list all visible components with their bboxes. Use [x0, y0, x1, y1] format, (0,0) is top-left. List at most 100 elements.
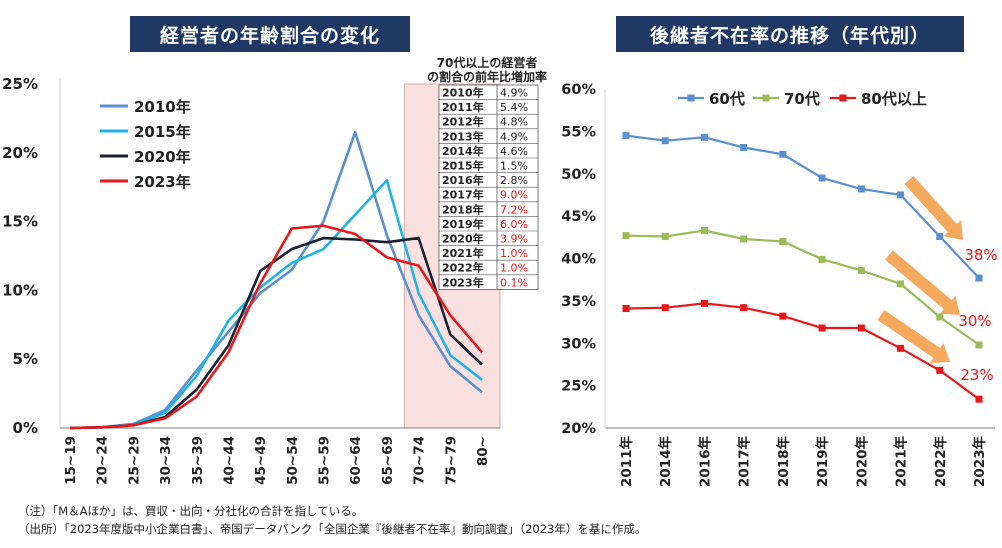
note-row-year: 2011年: [442, 100, 484, 114]
right-series-point: [857, 185, 865, 193]
left-series-line-2023年: [69, 224, 483, 430]
right-y-tick-label: 55%: [561, 124, 596, 140]
left-x-tick-label: 20~24: [95, 436, 111, 485]
right-x-tick-label: 2021年: [893, 436, 910, 488]
right-series-point: [740, 235, 748, 243]
left-chart-title: 経営者の年齢割合の変化: [130, 16, 410, 52]
trend-arrow: [885, 250, 960, 315]
note-row-rate: 1.5%: [500, 160, 528, 173]
right-series-point: [897, 344, 905, 352]
note-row-year: 2016年: [442, 173, 484, 187]
right-series-point: [975, 395, 983, 403]
right-x-tick-label: 2017年: [736, 436, 753, 488]
note-row-year: 2014年: [442, 144, 484, 158]
right-series-line-70代: [625, 229, 980, 346]
left-y-tick-label: 15%: [2, 213, 38, 231]
right-x-tick-label: 2022年: [932, 436, 949, 488]
right-series-point: [779, 238, 787, 246]
right-series-point: [975, 274, 983, 282]
left-legend-label: 2015年: [134, 123, 191, 141]
left-x-tick-label: 80~: [475, 436, 491, 466]
right-x-tick-label: 2014年: [657, 436, 674, 488]
trend-arrow: [904, 176, 963, 240]
right-x-tick-label: 2020年: [853, 436, 870, 488]
note-row-rate: 4.9%: [500, 130, 528, 143]
left-x-tick-label: 30~34: [158, 436, 174, 485]
right-legend-marker: [762, 94, 770, 102]
left-x-tick-label: 35~39: [190, 436, 206, 485]
note-row-year: 2018年: [442, 202, 484, 216]
left-x-tick-label: 55~59: [317, 436, 333, 485]
right-series-point: [700, 133, 708, 141]
note-row-year: 2020年: [442, 232, 484, 246]
right-series-point: [897, 191, 905, 199]
right-series-point: [740, 143, 748, 151]
right-y-tick-label: 50%: [561, 167, 596, 183]
note-row-rate: 1.0%: [500, 262, 528, 275]
right-y-tick-label: 20%: [561, 421, 596, 437]
note-row-rate: 1.0%: [500, 247, 528, 260]
right-series-point: [779, 150, 787, 158]
right-series-point: [622, 132, 630, 140]
trend-arrow: [877, 310, 950, 363]
left-x-tick-label: 70~74: [412, 436, 428, 485]
right-series-point: [779, 312, 787, 320]
note-row-rate: 9.0%: [500, 189, 528, 202]
right-series-point: [661, 304, 669, 312]
note-row-rate: 2.8%: [500, 174, 528, 187]
note-row-rate: 0.1%: [500, 276, 528, 289]
left-x-tick-label: 15~19: [63, 436, 79, 485]
left-y-tick-label: 20%: [2, 144, 38, 162]
right-legend-label: 70代: [784, 90, 820, 108]
left-y-tick-label: 0%: [13, 419, 38, 437]
note-row-rate: 3.9%: [500, 233, 528, 246]
right-x-tick-label: 2019年: [814, 436, 831, 488]
right-series-point: [622, 232, 630, 240]
trend-annotation: 23%: [960, 366, 993, 384]
note-row-year: 2013年: [442, 129, 484, 143]
note-row-year: 2019年: [442, 217, 484, 231]
left-x-tick-label: 45~49: [253, 436, 269, 485]
right-x-tick-label: 2016年: [696, 436, 713, 488]
note-row-rate: 5.4%: [500, 101, 528, 114]
footnote: （注）「M＆Aほか」は、買収・出向・分社化の合計を指している。: [18, 504, 364, 518]
left-legend-label: 2023年: [134, 173, 191, 191]
note-title-line1: 70代以上の経営者: [437, 55, 538, 70]
right-series-point: [740, 304, 748, 312]
left-y-tick-label: 10%: [2, 281, 38, 299]
right-series-point: [975, 341, 983, 349]
left-x-tick-label: 50~54: [285, 436, 301, 485]
note-row-year: 2022年: [442, 261, 484, 275]
right-chart-title: 後継者不在率の推移（年代別）: [616, 16, 964, 52]
left-x-tick-label: 75~79: [443, 436, 459, 485]
note-row-year: 2015年: [442, 159, 484, 173]
source-note: （出所）「2023年度版中小企業白書」、帝国データバンク「全国企業『後継者不在率…: [18, 522, 647, 536]
right-y-tick-label: 60%: [561, 82, 596, 98]
right-x-tick-label: 2023年: [971, 436, 988, 488]
note-row-rate: 4.6%: [500, 145, 528, 158]
note-row-rate: 4.8%: [500, 116, 528, 129]
left-x-tick-label: 65~69: [380, 436, 396, 485]
right-series-line-80代以上: [625, 302, 980, 401]
right-series-point: [661, 232, 669, 240]
note-row-year: 2021年: [442, 246, 484, 260]
right-series-line-60代: [625, 134, 980, 279]
note-row-year: 2010年: [442, 86, 484, 100]
left-y-tick-label: 25%: [2, 75, 38, 93]
right-series-point: [936, 366, 944, 374]
right-series-point: [700, 299, 708, 307]
right-x-tick-label: 2011年: [618, 436, 635, 488]
left-legend-label: 2020年: [134, 148, 191, 166]
left-x-tick-label: 40~44: [221, 436, 237, 485]
note-row-year: 2012年: [442, 115, 484, 129]
right-legend-label: 60代: [709, 90, 745, 108]
right-series-point: [857, 266, 865, 274]
right-x-tick-label: 2018年: [775, 436, 792, 488]
right-legend-label: 80代以上: [861, 90, 927, 108]
right-series-point: [818, 324, 826, 332]
right-series-point: [818, 174, 826, 182]
trend-annotation: 38%: [964, 246, 997, 264]
note-row-year: 2017年: [442, 188, 484, 202]
right-series-point: [936, 313, 944, 321]
